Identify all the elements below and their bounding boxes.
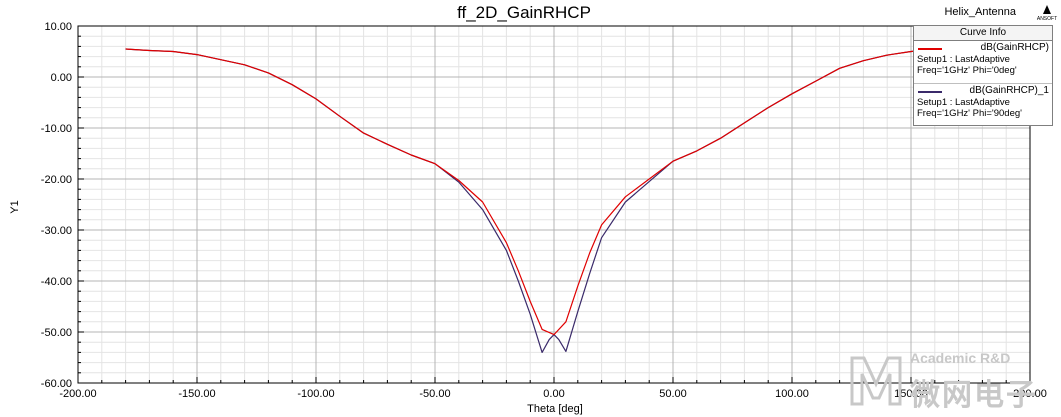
legend-swatch-series-2 [918, 91, 942, 93]
legend-entry-series-1[interactable]: dB(GainRHCP) Setup1 : LastAdaptive Freq=… [914, 41, 1052, 84]
legend-entry-series-2[interactable]: dB(GainRHCP)_1 Setup1 : LastAdaptive Fre… [914, 84, 1052, 126]
series-line-1 [125, 48, 983, 336]
project-name: Helix_Antenna [944, 6, 1016, 18]
legend-series-meta: Setup1 : LastAdaptive Freq='1GHz' Phi='0… [917, 54, 1017, 76]
y-tick-label: -10.00 [41, 123, 72, 135]
grid [77, 25, 1031, 384]
watermark: Academic R&D 微网电子 [848, 348, 1053, 412]
chart-title: ff_2D_GainRHCP [457, 3, 591, 22]
watermark-line2: 微网电子 [910, 379, 1038, 412]
x-tick-label: -150.00 [178, 388, 215, 400]
series-lines [125, 48, 983, 353]
x-tick-label: 200.00 [1013, 388, 1047, 400]
y-tick-label: 10.00 [44, 21, 72, 33]
watermark-line1: Academic R&D [910, 350, 1011, 366]
legend-series-params: Freq='1GHz' Phi='0deg' [917, 65, 1017, 76]
x-axis-label: Theta [deg] [527, 403, 583, 415]
y-tick-label: 0.00 [51, 72, 72, 84]
ansoft-logo: ANSOFT [1037, 5, 1057, 22]
x-tick-label: 100.00 [775, 388, 809, 400]
legend-series-params: Freq='1GHz' Phi='90deg' [917, 108, 1022, 119]
legend-swatch-series-1 [918, 48, 942, 50]
legend-title: Curve Info [914, 26, 1052, 41]
axis-ticks: -200.00 -150.00 -100.00 -50.00 0.00 50.00 100.… [41, 21, 1047, 400]
watermark-logo-icon [850, 356, 902, 406]
legend-series-name: dB(GainRHCP)_1 [969, 85, 1049, 96]
ansoft-logo-icon [1043, 5, 1051, 14]
y-tick-label: -20.00 [41, 174, 72, 186]
x-tick-label: -50.00 [419, 388, 450, 400]
legend-series-setup: Setup1 : LastAdaptive [917, 97, 1010, 108]
x-tick-label: 150.00 [894, 388, 928, 400]
y-tick-label: -50.00 [41, 327, 72, 339]
legend[interactable]: Curve Info dB(GainRHCP) Setup1 : LastAda… [913, 25, 1053, 126]
legend-series-name: dB(GainRHCP) [980, 42, 1049, 53]
x-tick-label: 0.00 [543, 388, 564, 400]
x-tick-label: 50.00 [659, 388, 687, 400]
y-tick-label: -60.00 [41, 378, 72, 390]
y-tick-label: -40.00 [41, 276, 72, 288]
legend-series-meta: Setup1 : LastAdaptive Freq='1GHz' Phi='9… [917, 97, 1022, 119]
y-axis-label: Y1 [9, 200, 21, 213]
x-tick-label: -200.00 [59, 388, 96, 400]
legend-series-setup: Setup1 : LastAdaptive [917, 54, 1010, 65]
ansoft-brand-text: ANSOFT [1037, 16, 1057, 22]
y-tick-label: -30.00 [41, 225, 72, 237]
x-tick-label: -100.00 [297, 388, 334, 400]
